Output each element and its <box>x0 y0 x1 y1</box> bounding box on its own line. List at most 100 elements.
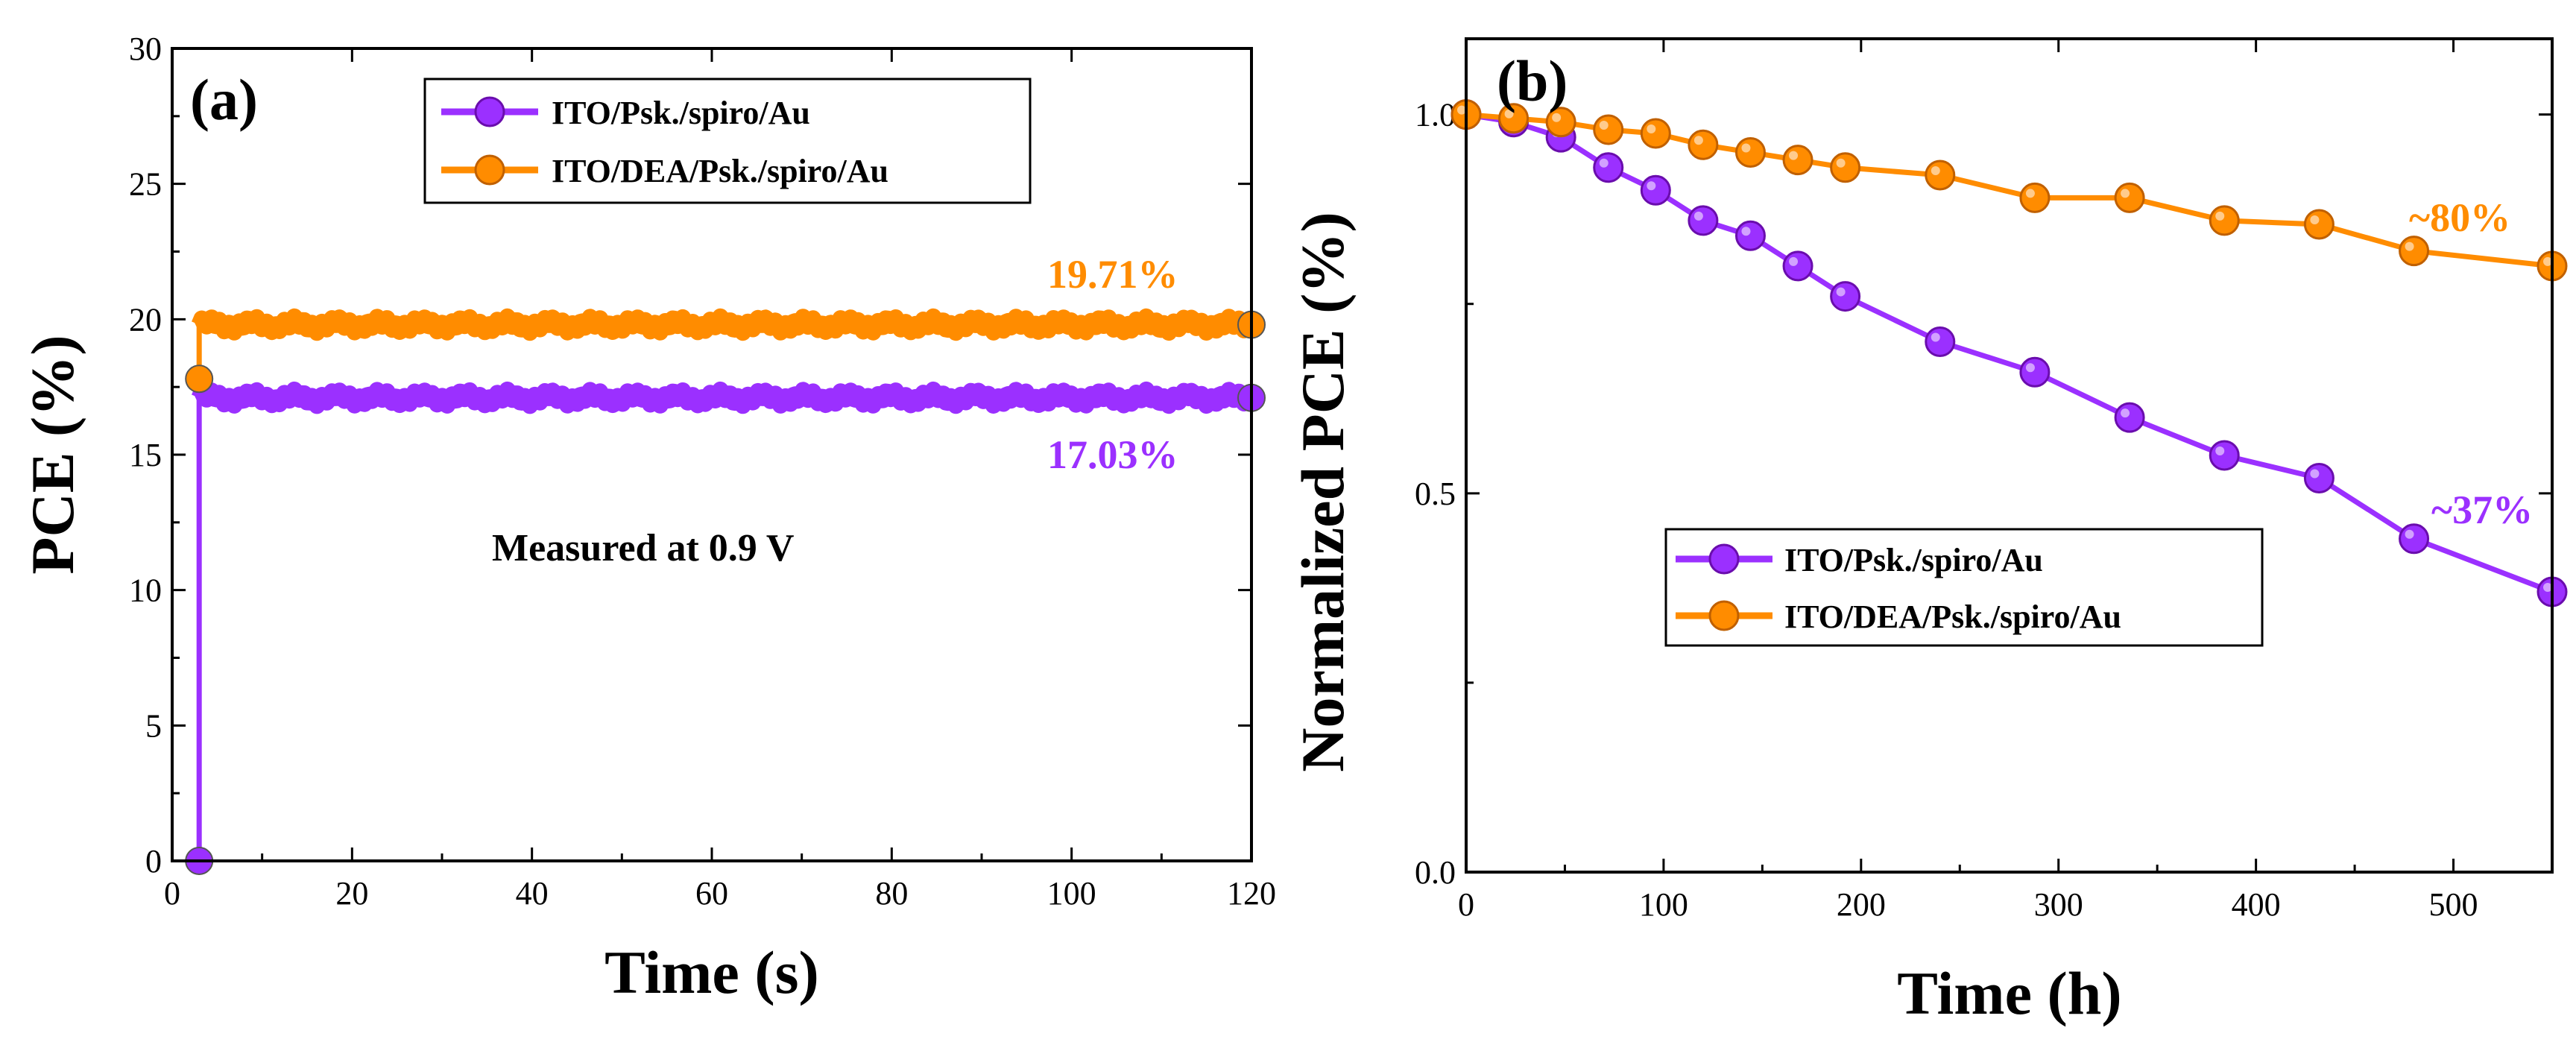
b-series-point-highlight-0 <box>2215 446 2225 455</box>
b-xtick-label: 400 <box>2232 886 2281 923</box>
b-series-point-0 <box>1688 205 1719 236</box>
legend-b-marker-purple <box>1708 543 1740 575</box>
b-series-point-highlight-0 <box>1599 158 1609 168</box>
legend-a-label-orange: ITO/DEA/Psk./spiro/Au <box>552 153 888 189</box>
b-series-point-highlight-0 <box>1931 332 1940 342</box>
b-xtick-label: 500 <box>2429 886 2478 923</box>
b-series-point-highlight-0 <box>1693 211 1703 221</box>
b-series-point-highlight-1 <box>1931 165 1940 175</box>
b-series-point-highlight-1 <box>1693 136 1703 145</box>
end-label-orange-b: ~80% <box>2409 195 2510 240</box>
a-series-line-0 <box>192 381 1260 414</box>
b-series-point-highlight-1 <box>2310 215 2320 225</box>
end-label-purple-a: 17.03% <box>1047 432 1178 477</box>
a-xtick-label: 60 <box>695 875 728 912</box>
b-series-point-highlight-1 <box>1504 109 1514 119</box>
a-xtick-label: 20 <box>335 875 368 912</box>
b-series-point-0 <box>1782 250 1813 282</box>
y-axis-label-b: Normalized PCE (%) <box>1289 212 1357 772</box>
legend-b-box <box>1664 528 2264 647</box>
legend-b: ITO/Psk./spiro/Au ITO/DEA/Psk./spiro/Au <box>1664 528 2264 647</box>
b-series-point-1 <box>1734 136 1766 168</box>
legend-a-marker-orange <box>474 154 505 186</box>
b-series-point-highlight-1 <box>2215 211 2225 221</box>
chart-a: 0 20 40 60 80 100 120 0 5 10 15 20 25 30 (a) Measured… <box>19 31 1276 1006</box>
legend-a-label-purple: ITO/Psk./spiro/Au <box>552 95 810 131</box>
b-series-point-1 <box>2019 182 2051 213</box>
b-ytick-label: 0.0 <box>1415 854 1456 891</box>
b-xtick-label: 0 <box>1458 886 1474 923</box>
a-series-point-1 <box>185 364 214 394</box>
a-ytick-label: 30 <box>129 31 162 67</box>
annotation-measured: Measured at 0.9 V <box>492 527 794 569</box>
a-xtick-label: 120 <box>1227 875 1276 912</box>
b-series-point-highlight-1 <box>1599 120 1609 130</box>
b-ytick-label: 0.5 <box>1415 476 1456 512</box>
legend-b-marker-orange <box>1708 600 1740 631</box>
b-series-point-highlight-1 <box>1457 105 1466 115</box>
b-series-point-highlight-1 <box>1647 124 1656 134</box>
b-series-point-1 <box>1782 145 1813 176</box>
b-series-point-highlight-0 <box>2310 469 2320 479</box>
b-series-point-highlight-0 <box>2543 582 2552 592</box>
legend-b-label-purple: ITO/Psk./spiro/Au <box>1784 542 2043 578</box>
b-series-point-1 <box>2303 209 2334 240</box>
b-series-point-highlight-1 <box>1741 143 1751 153</box>
b-xtick-label: 300 <box>2034 886 2083 923</box>
b-series-point-highlight-0 <box>1836 287 1846 297</box>
a-ytick-label: 20 <box>129 301 162 338</box>
b-series-point-highlight-0 <box>2405 529 2414 539</box>
b-series-point-0 <box>1734 220 1766 251</box>
b-series-point-highlight-0 <box>1789 256 1799 266</box>
b-series-point-highlight-1 <box>2121 189 2130 198</box>
y-axis-label-a: PCE (%) <box>19 335 86 574</box>
b-series-point-0 <box>2303 462 2334 493</box>
b-series-point-highlight-1 <box>2405 242 2414 251</box>
b-series-point-0 <box>1593 152 1624 183</box>
a-ytick-label: 10 <box>129 572 162 609</box>
b-series-point-0 <box>2114 402 2145 433</box>
b-series-line-0 <box>1465 112 2554 595</box>
x-axis-label-b: Time (h) <box>1897 959 2121 1027</box>
b-series-point-highlight-0 <box>1647 181 1656 191</box>
a-xtick-label: 80 <box>875 875 908 912</box>
b-series-point-highlight-0 <box>2025 363 2035 373</box>
b-series-point-1 <box>2399 236 2430 267</box>
panel-a-label: (a) <box>190 67 258 132</box>
legend-a: ITO/Psk./spiro/Au ITO/DEA/Psk./spiro/Au <box>423 78 1032 204</box>
b-series-point-1 <box>2209 205 2240 236</box>
b-series-point-0 <box>2019 356 2051 388</box>
a-ytick-label: 15 <box>129 437 162 473</box>
x-axis-label-a: Time (s) <box>604 938 819 1006</box>
b-series-point-highlight-0 <box>1741 227 1751 236</box>
b-series-point-highlight-1 <box>1789 151 1799 160</box>
b-series-point-highlight-1 <box>2025 189 2035 198</box>
a-ytick-label: 25 <box>129 166 162 203</box>
b-series-point-1 <box>1640 118 1671 149</box>
b-series-point-0 <box>1830 281 1861 312</box>
b-series-point-0 <box>1640 174 1671 206</box>
a-ytick-label: 0 <box>145 843 162 880</box>
b-series-point-1 <box>1593 114 1624 145</box>
end-label-purple-b: ~37% <box>2431 487 2533 532</box>
b-series-line-1 <box>1465 112 2553 269</box>
legend-a-marker-purple <box>474 96 505 127</box>
plot-frame-a <box>171 47 1253 862</box>
a-xtick-label: 40 <box>516 875 549 912</box>
b-ytick-label: 1.0 <box>1415 97 1456 133</box>
b-series-point-1 <box>1830 152 1861 183</box>
b-series-point-0 <box>2399 523 2430 555</box>
b-series-point-highlight-0 <box>2121 408 2130 418</box>
a-ytick-label: 5 <box>145 707 162 744</box>
b-series-point-1 <box>1688 129 1719 160</box>
a-series-line-1 <box>192 308 1260 341</box>
end-label-orange-a: 19.71% <box>1047 252 1178 297</box>
b-series-point-highlight-1 <box>1552 113 1562 122</box>
b-series-point-1 <box>2114 182 2145 213</box>
b-xtick-label: 100 <box>1639 886 1688 923</box>
b-series-point-0 <box>2209 440 2240 471</box>
legend-b-label-orange: ITO/DEA/Psk./spiro/Au <box>1784 599 2121 635</box>
b-xtick-label: 200 <box>1837 886 1886 923</box>
